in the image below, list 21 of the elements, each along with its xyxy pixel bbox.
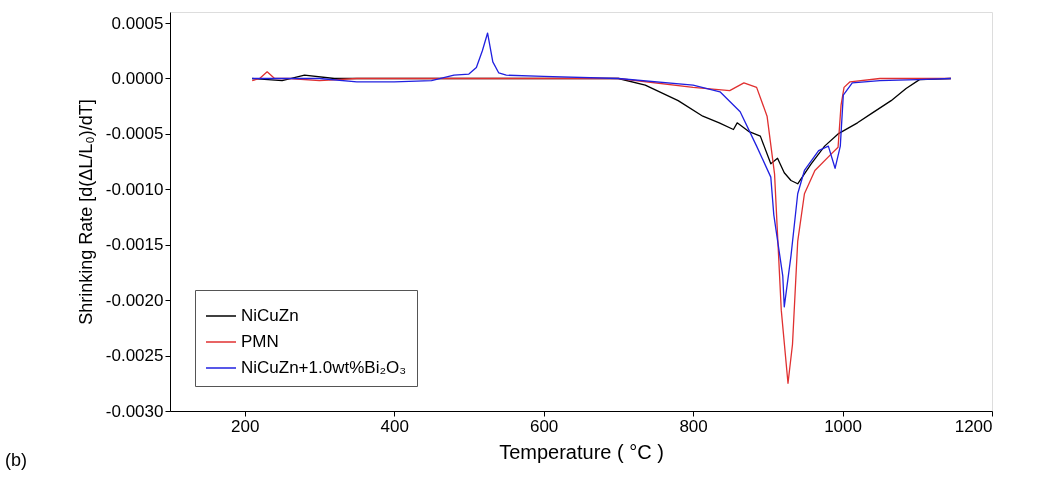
y-tick-label: -0.0020	[105, 290, 164, 310]
y-tick-label: 0.0000	[111, 69, 164, 88]
y-axis-title: Shrinking Rate [d(ΔL/L₀)/dT]	[75, 99, 96, 325]
x-tick-label: 1200	[954, 416, 993, 436]
y-tick-label: -0.0005	[105, 124, 164, 144]
text: (b)	[5, 450, 27, 470]
y-tick-label: -0.0025	[105, 346, 164, 366]
legend-label: NiCuZn+1.0wt%Bi₂O₃	[241, 358, 407, 377]
x-tick-label: 600	[529, 416, 559, 436]
line-series	[251, 32, 952, 308]
x-tick-label: 200	[231, 416, 260, 436]
x-axis-title: Temperature ( °C )	[499, 440, 664, 463]
y-tick-label: -0.0030	[105, 401, 164, 421]
y-tick-label: -0.0015	[105, 235, 164, 255]
x-tick-label: 800	[679, 416, 708, 436]
y-tick-label: -0.0010	[105, 179, 164, 199]
legend-label: PMN	[241, 332, 279, 351]
x-tick-label: 1000	[824, 416, 862, 436]
x-tick-label: 400	[380, 416, 409, 436]
y-tick-label: 0.0005	[111, 13, 164, 33]
legend-label: NiCuZn	[241, 306, 299, 325]
